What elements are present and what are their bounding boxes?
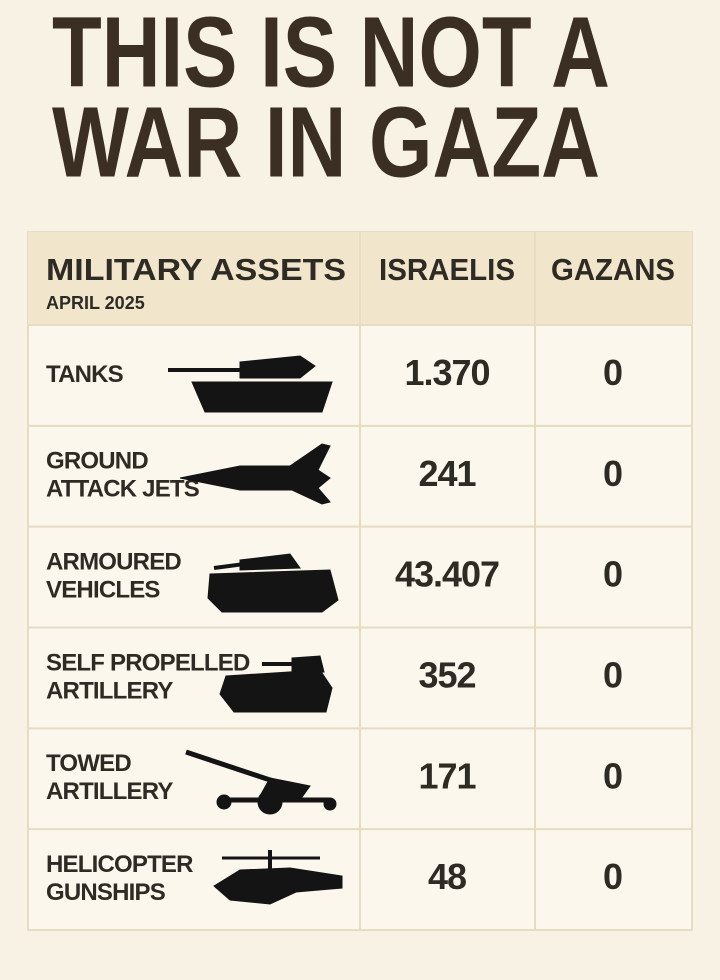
- armoured-vehicle-icon: [207, 553, 339, 613]
- header-israelis: ISRAELIS: [379, 252, 515, 287]
- title-line: WAR IN GAZA: [52, 86, 600, 198]
- row-label: GUNSHIPS: [46, 879, 166, 906]
- israelis-value: 352: [418, 654, 475, 695]
- self-propelled-artillery-icon: [219, 655, 333, 713]
- gazans-value: 0: [603, 755, 623, 796]
- title-line: THIS IS NOT A: [52, 0, 610, 108]
- israelis-value: 1.370: [404, 352, 489, 393]
- tank-icon: [168, 355, 333, 413]
- helicopter-icon: [213, 850, 343, 905]
- israelis-value: 48: [428, 856, 466, 897]
- row-label: ARMOURED: [46, 548, 181, 575]
- gazans-value: 0: [603, 453, 623, 494]
- jet-icon: [179, 443, 331, 505]
- gazans-value: 0: [603, 554, 623, 595]
- header-date: APRIL 2025: [46, 293, 145, 313]
- row-label: TANKS: [46, 361, 124, 388]
- row-label: SELF PROPELLED: [46, 649, 250, 676]
- row-label: HELICOPTER: [46, 851, 193, 878]
- gazans-value: 0: [603, 352, 623, 393]
- gazans-value: 0: [603, 654, 623, 695]
- header-asset: MILITARY ASSETS: [46, 252, 346, 287]
- row-label: TOWED: [46, 750, 131, 777]
- row-label: ARTILLERY: [46, 677, 173, 704]
- israelis-value: 171: [418, 755, 476, 796]
- row-label: VEHICLES: [46, 576, 160, 603]
- row-label: GROUND: [46, 448, 148, 475]
- header-gazans: GAZANS: [551, 252, 675, 287]
- gazans-value: 0: [603, 856, 623, 897]
- towed-artillery-icon: [185, 749, 337, 815]
- israelis-value: 43.407: [395, 554, 499, 595]
- row-label: ARTILLERY: [46, 778, 173, 805]
- israelis-value: 241: [418, 453, 476, 494]
- row-label: ATTACK JETS: [46, 476, 200, 503]
